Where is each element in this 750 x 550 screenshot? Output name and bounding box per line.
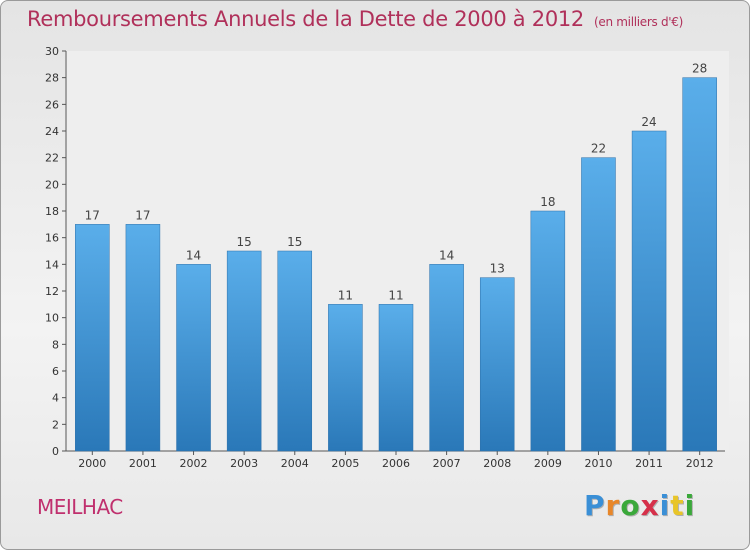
proxiti-logo[interactable]: Proxiti (584, 489, 695, 522)
bar-2003 (226, 250, 262, 452)
x-tick-label: 2011 (635, 457, 663, 470)
x-tick-label: 2003 (230, 457, 258, 470)
x-tick-label: 2008 (483, 457, 511, 470)
bar-value-label: 28 (692, 62, 707, 76)
y-tick-label: 30 (45, 45, 59, 58)
bar-2010 (581, 157, 616, 452)
y-tick-label: 14 (45, 258, 59, 271)
bar-value-label: 15 (287, 235, 302, 249)
y-tick-label: 28 (45, 72, 59, 85)
bar-value-label: 18 (540, 195, 555, 209)
x-tick-label: 2009 (534, 457, 562, 470)
logo-letter: P (584, 489, 606, 522)
y-tick-label: 4 (52, 392, 59, 405)
bar-2005 (328, 304, 363, 452)
x-tick-label: 2005 (331, 457, 359, 470)
x-tick-label: 2007 (433, 457, 461, 470)
bar-2012 (682, 77, 717, 452)
bar-2001 (125, 224, 161, 452)
y-tick-label: 0 (52, 445, 59, 458)
bar-2000 (75, 224, 110, 452)
bar-2004 (277, 250, 313, 452)
bar-value-label: 14 (186, 248, 201, 262)
bar-2011 (631, 130, 667, 452)
y-tick-label: 6 (52, 365, 59, 378)
x-tick-label: 2001 (129, 457, 157, 470)
y-tick-label: 22 (45, 152, 59, 165)
y-tick-label: 16 (45, 232, 59, 245)
bar-2008 (479, 277, 515, 452)
x-tick-label: 2000 (78, 457, 106, 470)
y-tick-label: 10 (45, 312, 59, 325)
logo-letter: i (684, 489, 696, 522)
bar-2007 (429, 264, 464, 452)
commune-name: MEILHAC (37, 495, 123, 519)
y-tick-label: 18 (45, 205, 59, 218)
bar-2002 (176, 264, 211, 452)
logo-letter: i (659, 489, 671, 522)
y-tick-label: 26 (45, 98, 59, 111)
bar-2006 (378, 304, 414, 452)
logo-letter: t (670, 489, 685, 522)
y-tick-label: 24 (45, 125, 59, 138)
y-tick-label: 20 (45, 178, 59, 191)
chart-unit: (en milliers d'€) (594, 15, 684, 29)
x-tick-label: 2004 (281, 457, 309, 470)
bar-value-label: 17 (135, 208, 150, 222)
bar-value-label: 14 (439, 248, 454, 262)
logo-letter: x (640, 489, 660, 522)
bar-value-label: 22 (591, 142, 606, 156)
x-axis: 2000 2001 2002 2003 2004 2005 2006 2007 2008 2009… (66, 450, 725, 470)
bar-value-label: 24 (641, 115, 656, 129)
logo-letter: r (605, 489, 621, 522)
x-tick-label: 2012 (686, 457, 714, 470)
bar-value-label: 13 (490, 262, 505, 276)
x-tick-label: 2002 (180, 457, 208, 470)
y-tick-label: 12 (45, 285, 59, 298)
bar-value-label: 11 (388, 288, 403, 302)
x-tick-label: 2006 (382, 457, 410, 470)
y-tick-label: 8 (52, 338, 59, 351)
bar-value-label: 15 (237, 235, 252, 249)
y-tick-label: 2 (52, 418, 59, 431)
bar-2009 (530, 210, 566, 452)
logo-letter: o (620, 489, 641, 522)
bar-value-label: 17 (85, 208, 100, 222)
chart-title: Remboursements Annuels de la Dette de 20… (27, 7, 683, 31)
x-tick-label: 2010 (584, 457, 612, 470)
bars: 17 17 14 15 15 11 11 14 13 18 22 24 28 (75, 62, 717, 452)
bar-value-label: 11 (338, 288, 353, 302)
chart-title-text: Remboursements Annuels de la Dette de 20… (27, 7, 584, 31)
